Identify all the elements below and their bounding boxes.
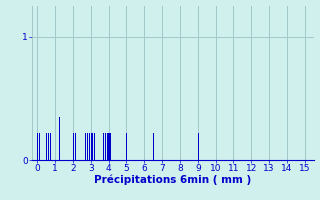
Bar [73, 133, 74, 160]
Bar [108, 133, 109, 160]
Bar [105, 133, 106, 160]
Bar [94, 133, 95, 160]
Bar [75, 133, 76, 160]
Bar [197, 133, 199, 160]
Bar [110, 133, 111, 160]
Bar [103, 133, 104, 160]
Bar [37, 133, 38, 160]
Bar [48, 133, 49, 160]
Bar [89, 133, 90, 160]
Bar [126, 133, 127, 160]
Bar [39, 133, 40, 160]
Bar [85, 133, 86, 160]
Bar [87, 133, 88, 160]
Bar [92, 133, 93, 160]
Bar [50, 133, 51, 160]
Bar [153, 133, 154, 160]
Bar [59, 117, 60, 160]
Bar [107, 133, 108, 160]
X-axis label: Précipitations 6min ( mm ): Précipitations 6min ( mm ) [94, 175, 252, 185]
Bar [46, 133, 47, 160]
Bar [91, 133, 92, 160]
